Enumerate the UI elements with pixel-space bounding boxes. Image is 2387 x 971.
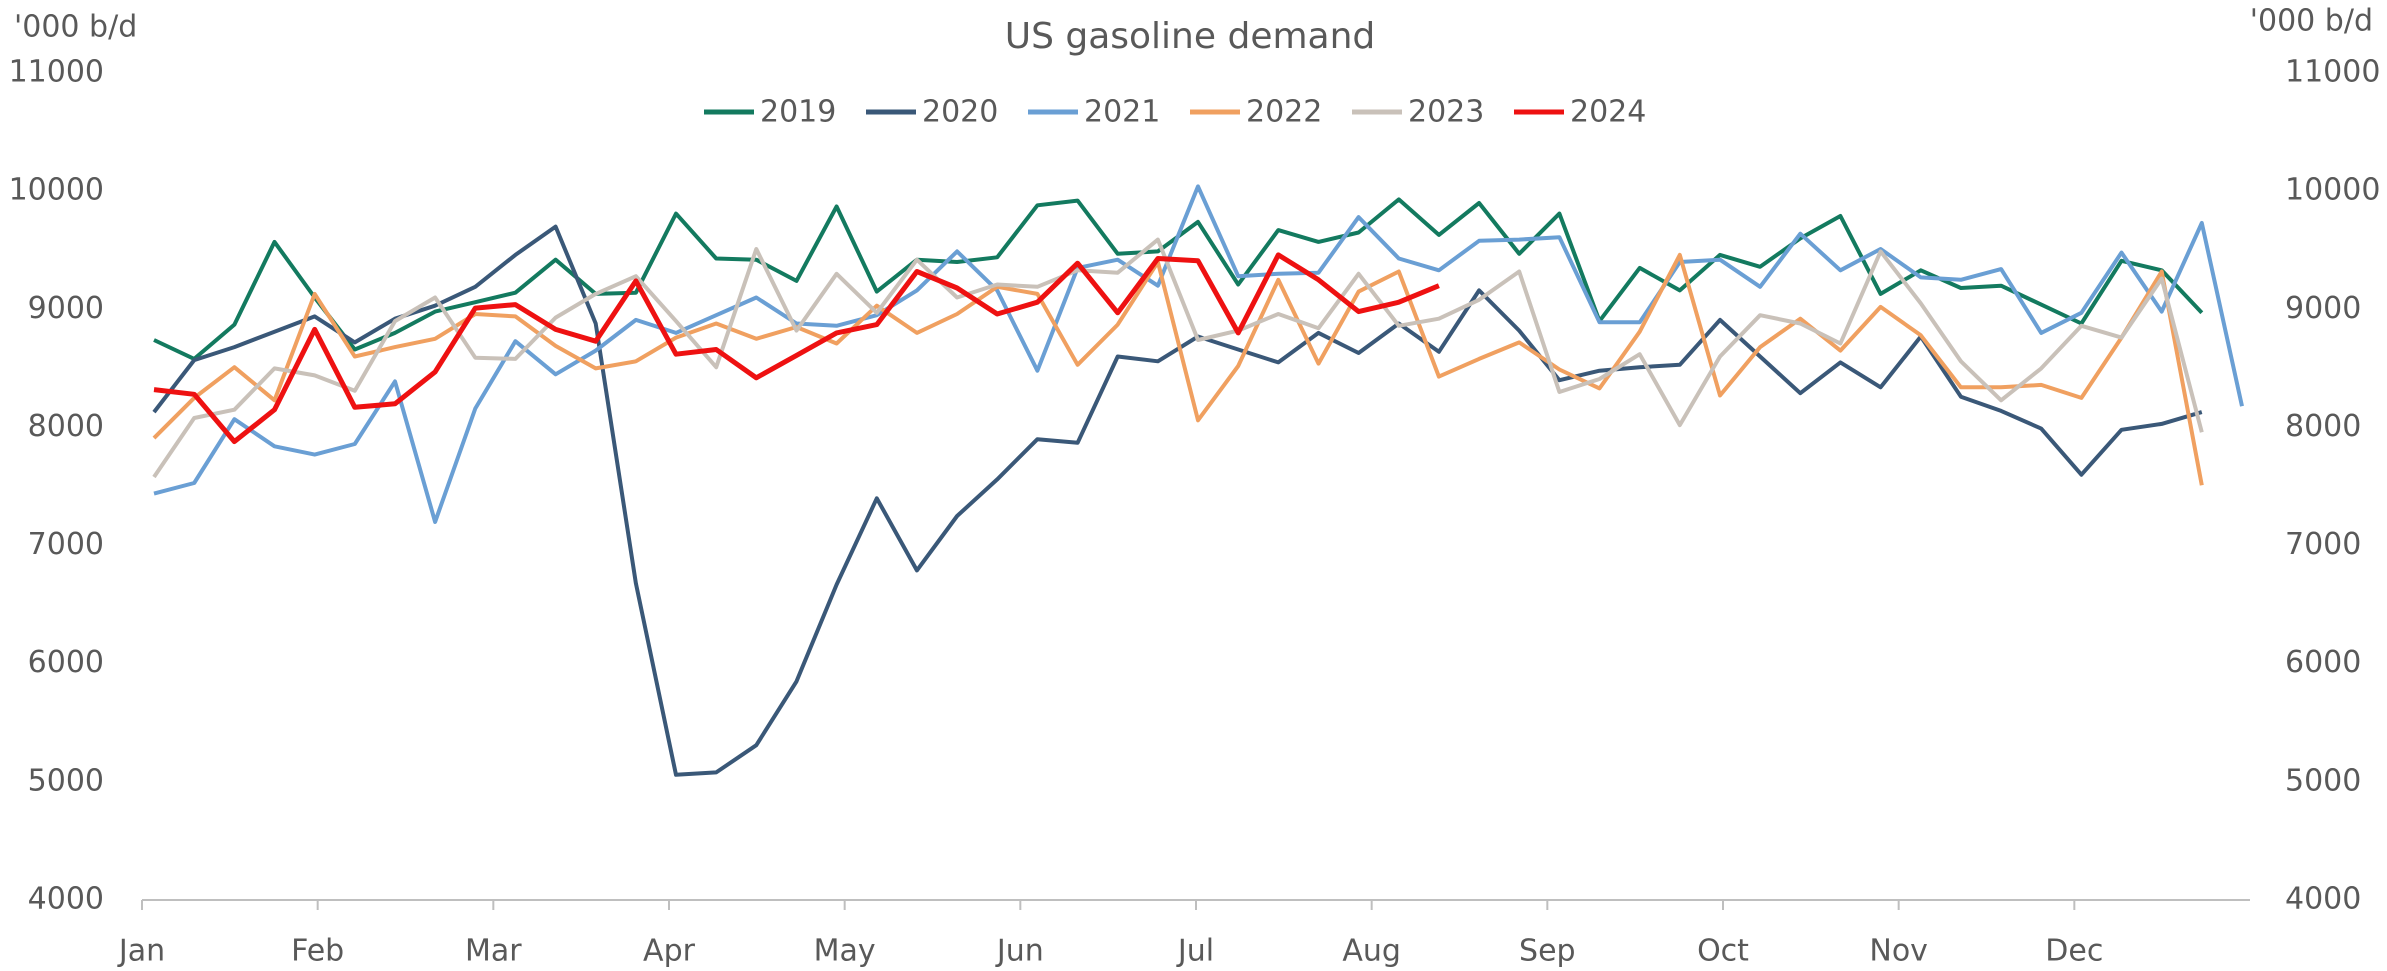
y-tick-label: 5000 — [28, 763, 104, 798]
y-tick-label: 11000 — [9, 55, 104, 90]
x-tick-label: Aug — [1342, 934, 1401, 969]
y2-tick-label: 9000 — [2285, 291, 2361, 326]
series-line — [153, 184, 2244, 524]
y2-tick-label: 11000 — [2285, 55, 2380, 90]
y-axis-label: '000 b/d — [14, 10, 137, 45]
legend-label: 2024 — [1570, 95, 1646, 130]
x-tick-label: Jan — [117, 934, 165, 969]
x-tick-label: Mar — [465, 934, 522, 969]
y2-tick-label: 6000 — [2285, 645, 2361, 680]
y2-tick-label: 8000 — [2285, 409, 2361, 444]
legend-label: 2019 — [760, 95, 836, 130]
y-tick-label: 4000 — [28, 882, 104, 917]
y-tick-label: 9000 — [28, 291, 104, 326]
legend-label: 2020 — [922, 95, 998, 130]
x-tick-label: May — [814, 934, 876, 969]
y2-axis-label: '000 b/d — [2250, 4, 2373, 39]
legend-label: 2021 — [1084, 95, 1160, 130]
x-tick-label: Jul — [1176, 934, 1214, 969]
x-tick-label: Jun — [995, 934, 1044, 969]
y2-tick-label: 4000 — [2285, 882, 2361, 917]
x-tick-label: Nov — [1869, 934, 1928, 969]
x-tick-label: Sep — [1519, 934, 1576, 969]
y-tick-label: 7000 — [28, 527, 104, 562]
x-tick-label: Oct — [1697, 934, 1749, 969]
legend-label: 2022 — [1246, 95, 1322, 130]
y-tick-label: 8000 — [28, 409, 104, 444]
y2-tick-label: 10000 — [2285, 173, 2380, 208]
y2-tick-label: 5000 — [2285, 763, 2361, 798]
legend-label: 2023 — [1408, 95, 1484, 130]
x-tick-label: Feb — [291, 934, 344, 969]
series-line — [152, 224, 2203, 777]
chart-title: US gasoline demand — [1005, 16, 1376, 57]
series-line — [152, 237, 2204, 479]
x-tick-label: Dec — [2045, 934, 2103, 969]
series-line — [153, 252, 1440, 445]
y-tick-label: 10000 — [9, 173, 104, 208]
y2-tick-label: 7000 — [2285, 527, 2361, 562]
series-line — [152, 252, 2204, 486]
x-tick-label: Apr — [643, 934, 696, 969]
y-tick-label: 6000 — [28, 645, 104, 680]
